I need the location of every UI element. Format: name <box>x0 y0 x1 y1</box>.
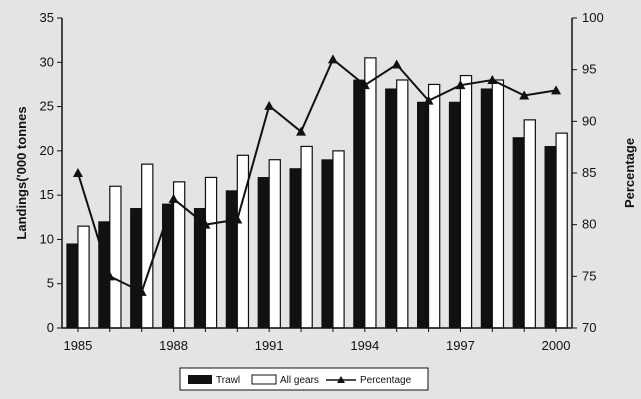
left-tick-label-5: 5 <box>47 276 54 291</box>
trawl-bar-1988 <box>162 203 174 329</box>
trawl-bar-1996 <box>417 101 429 329</box>
percentage-line <box>76 57 557 294</box>
trawl-bar-1999 <box>512 137 525 329</box>
all-gears-bar-1995 <box>396 79 409 329</box>
percentage-marker-1989 <box>200 219 211 229</box>
percentage-marker-1985 <box>72 168 83 177</box>
all-gears-bar-1989 <box>204 176 218 329</box>
percentage-marker-1987 <box>136 286 147 296</box>
left-tick-label-25: 25 <box>40 99 54 114</box>
percentage-marker-1995 <box>391 59 402 69</box>
trawl-bar-1997 <box>448 101 461 329</box>
all-gears-bar-1986 <box>109 185 122 329</box>
trawl-bar-1991 <box>257 177 270 329</box>
left-tick-label-35: 35 <box>40 10 54 25</box>
left-tick-label-0: 0 <box>47 320 54 335</box>
left-tick-label-20: 20 <box>40 143 54 158</box>
percentage-line-layer <box>72 54 562 296</box>
trawl-bar-2000 <box>544 146 557 329</box>
legend-box <box>179 367 429 391</box>
x-tick-label-1991: 1991 <box>255 338 284 353</box>
right-tick-label-70: 70 <box>582 320 596 335</box>
legend: Trawl All gears Percentage <box>179 367 429 391</box>
percentage-marker-1998 <box>487 75 498 84</box>
trawl-bar-1990 <box>225 190 238 329</box>
x-tick-label-2000: 2000 <box>542 338 571 353</box>
trawl-bar-1987 <box>130 208 143 329</box>
all-gears-bar-1994 <box>364 57 377 329</box>
percentage-marker-1991 <box>264 100 275 110</box>
legend-swatch-percentage-marker <box>337 376 345 383</box>
left-tick-label-30: 30 <box>40 54 54 69</box>
percentage-marker-1994 <box>359 80 370 90</box>
trawl-bar-1994 <box>353 79 366 329</box>
legend-label-all-gears: All gears <box>280 375 319 386</box>
all-gears-bar-1996 <box>427 83 441 329</box>
legend-swatch-trawl <box>188 375 212 384</box>
percentage-marker-1992 <box>296 126 307 136</box>
percentage-marker-1996 <box>423 95 434 105</box>
y2-axis-title: Percentage <box>622 138 637 208</box>
all-gears-bar-1985 <box>77 225 90 329</box>
left-tick-label-15: 15 <box>40 187 54 202</box>
percentage-marker-1986 <box>104 271 115 281</box>
all-gears-bar-1999 <box>523 119 536 329</box>
percentage-marker-1990 <box>232 214 243 224</box>
legend-label-trawl: Trawl <box>216 375 240 386</box>
percentage-marker-1988 <box>168 193 179 203</box>
all-gears-bar-1992 <box>300 145 313 329</box>
left-tick-label-10: 10 <box>40 231 54 246</box>
all-gears-bar-1993 <box>332 150 345 329</box>
right-tick-label-95: 95 <box>582 62 596 77</box>
all-gears-bar-1991 <box>268 159 281 329</box>
all-gears-bar-1987 <box>141 163 154 329</box>
right-tick-label-85: 85 <box>582 165 596 180</box>
all-gears-bar-1997 <box>459 74 473 329</box>
right-tick-label-80: 80 <box>582 217 596 232</box>
trawl-bar-1992 <box>289 168 302 329</box>
x-tick-label-1997: 1997 <box>446 338 475 353</box>
trawl-bar-1993 <box>321 159 334 329</box>
percentage-marker-1997 <box>455 80 466 90</box>
percentage-marker-1993 <box>327 54 338 64</box>
legend-label-percentage: Percentage <box>360 375 412 386</box>
trawl-bar-1985 <box>66 243 79 329</box>
all-gears-bar-1990 <box>236 154 250 329</box>
right-tick-label-75: 75 <box>582 268 596 283</box>
trawl-bar-1998 <box>480 88 493 329</box>
percentage-marker-1999 <box>519 90 530 100</box>
percentage-marker-2000 <box>551 85 562 95</box>
y-axis-title: Landings('000 tonnes <box>14 106 29 239</box>
legend-swatch-all-gears <box>251 374 277 385</box>
right-tick-label-90: 90 <box>582 113 596 128</box>
x-tick-label-1985: 1985 <box>63 338 92 353</box>
right-tick-label-100: 100 <box>582 10 604 25</box>
axes-layer: 0 5 10 15 20 25 30 35 70 75 80 85 90 95 100 1985 1988 199… <box>14 10 637 353</box>
trawl-bar-1995 <box>385 88 398 329</box>
all-gears-bar-2000 <box>555 132 568 329</box>
x-tick-label-1988: 1988 <box>159 338 188 353</box>
all-gears-bar-1998 <box>491 79 505 329</box>
x-tick-label-1994: 1994 <box>350 338 379 353</box>
